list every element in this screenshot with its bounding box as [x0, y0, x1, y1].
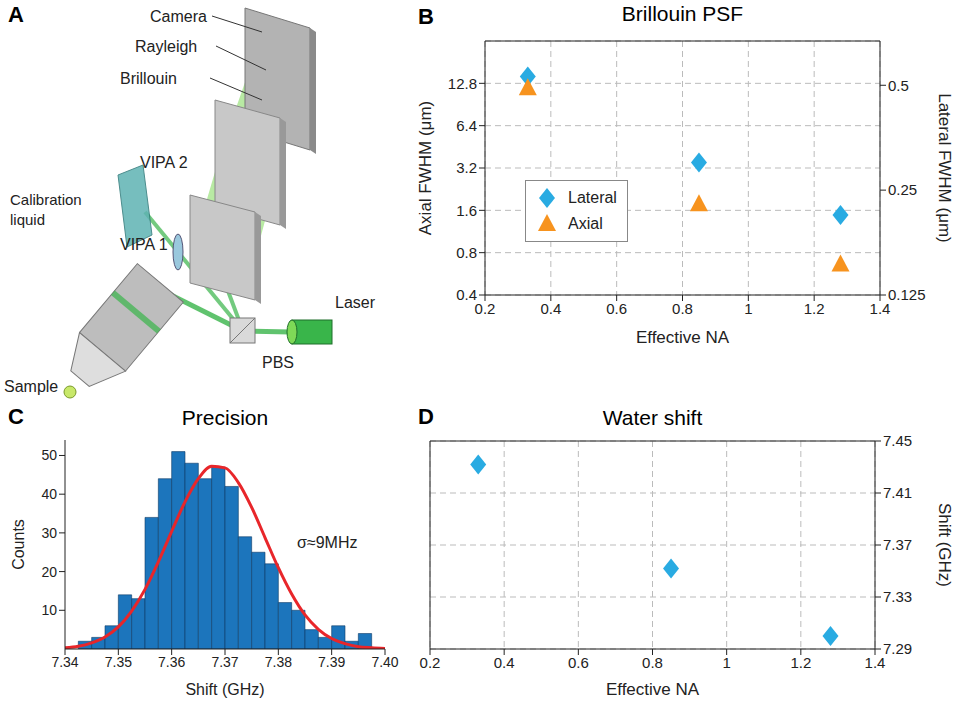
svg-text:40: 40 — [41, 486, 57, 502]
svg-text:0.2: 0.2 — [475, 300, 496, 317]
svg-text:0.4: 0.4 — [456, 286, 477, 303]
svg-text:10: 10 — [41, 602, 57, 618]
svg-text:7.34: 7.34 — [51, 654, 78, 670]
svg-text:3.2: 3.2 — [456, 159, 477, 176]
svg-text:Camera: Camera — [150, 8, 207, 25]
svg-text:Laser: Laser — [335, 294, 376, 311]
svg-text:Axial FWHM (μm): Axial FWHM (μm) — [416, 101, 435, 235]
svg-text:PBS: PBS — [262, 354, 294, 371]
svg-text:Brillouin: Brillouin — [120, 70, 177, 87]
html-text:Axial: Axial — [568, 215, 603, 233]
svg-text:6.4: 6.4 — [456, 117, 477, 134]
svg-text:7.40: 7.40 — [371, 654, 398, 670]
svg-text:Counts: Counts — [10, 519, 27, 570]
svg-text:12.8: 12.8 — [448, 75, 477, 92]
svg-text:50: 50 — [41, 447, 57, 463]
svg-text:Lateral FWHM (μm): Lateral FWHM (μm) — [935, 93, 954, 243]
html-text:A: A — [8, 2, 24, 27]
svg-text:Rayleigh: Rayleigh — [135, 38, 197, 55]
svg-text:0.6: 0.6 — [606, 300, 627, 317]
svg-text:Effective NA: Effective NA — [636, 328, 730, 347]
svg-text:1: 1 — [744, 300, 752, 317]
svg-text:1: 1 — [722, 654, 730, 671]
svg-text:7.33: 7.33 — [883, 588, 912, 605]
svg-text:VIPA 1: VIPA 1 — [120, 236, 168, 253]
svg-text:0.6: 0.6 — [568, 654, 589, 671]
svg-text:0.2: 0.2 — [420, 654, 441, 671]
html-text:Precision: Precision — [181, 406, 269, 429]
svg-text:7.37: 7.37 — [211, 654, 238, 670]
svg-text:Shift (GHz): Shift (GHz) — [185, 681, 264, 698]
svg-text:Shift (GHz): Shift (GHz) — [935, 503, 954, 587]
svg-text:Sample: Sample — [4, 378, 58, 395]
svg-text:0.4: 0.4 — [494, 654, 515, 671]
svg-text:7.29: 7.29 — [883, 640, 912, 657]
html-text:D: D — [418, 404, 434, 429]
svg-text:1.2: 1.2 — [790, 654, 811, 671]
svg-text:7.38: 7.38 — [265, 654, 292, 670]
svg-text:Effective NA: Effective NA — [606, 680, 700, 699]
svg-text:7.35: 7.35 — [105, 654, 132, 670]
html-text:Lateral: Lateral — [568, 189, 617, 207]
svg-text:7.45: 7.45 — [883, 432, 912, 449]
svg-text:0.125: 0.125 — [888, 286, 926, 303]
html-text:Brillouin PSF: Brillouin PSF — [621, 2, 744, 25]
svg-text:20: 20 — [41, 564, 57, 580]
html-text:Water shift: Water shift — [602, 406, 703, 429]
svg-text:0.8: 0.8 — [456, 244, 477, 261]
svg-text:0.8: 0.8 — [672, 300, 693, 317]
svg-text:7.41: 7.41 — [883, 484, 912, 501]
svg-text:0.8: 0.8 — [642, 654, 663, 671]
svg-text:1.2: 1.2 — [804, 300, 825, 317]
svg-text:liquid: liquid — [10, 211, 45, 228]
svg-text:0.5: 0.5 — [888, 77, 909, 94]
svg-text:1.4: 1.4 — [869, 299, 891, 317]
html-text:σ≈9MHz: σ≈9MHz — [297, 534, 358, 551]
svg-text:7.37: 7.37 — [883, 536, 912, 553]
html-text:B: B — [418, 4, 434, 29]
svg-text:0.25: 0.25 — [888, 181, 917, 198]
svg-text:30: 30 — [41, 525, 57, 541]
svg-text:Calibration: Calibration — [10, 191, 82, 208]
svg-text:VIPA 2: VIPA 2 — [140, 154, 188, 171]
svg-text:7.36: 7.36 — [158, 654, 185, 670]
svg-text:7.39: 7.39 — [318, 654, 345, 670]
svg-text:1.4: 1.4 — [864, 653, 886, 671]
svg-text:1.6: 1.6 — [456, 202, 477, 219]
svg-text:0.4: 0.4 — [540, 300, 561, 317]
html-text:C: C — [8, 404, 24, 429]
